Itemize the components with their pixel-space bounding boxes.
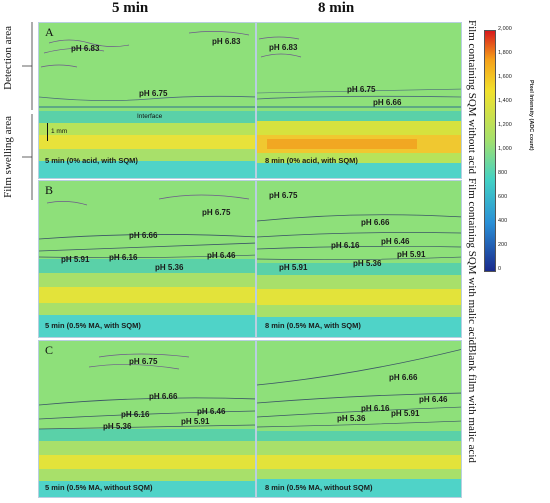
scale-bar-label: 1 mm (51, 128, 68, 135)
ph-label: pH 5.36 (353, 259, 382, 268)
column-header-8min: 8 min (318, 0, 355, 16)
ph-label: pH 6.46 (207, 251, 236, 260)
ph-label: pH 6.16 (331, 241, 360, 250)
ph-label: pH 6.75 (202, 208, 231, 217)
interface-label: Interface (137, 113, 163, 120)
colorbar-tick-label: 0 (498, 266, 502, 272)
detection-area-label: Detection area (2, 26, 14, 90)
right-label-panel-c: Blank film with malic acid (466, 345, 478, 463)
panel-a-8min: pH 6.83 pH 6.75 pH 6.66 8 min (0% acid, … (256, 22, 462, 179)
ph-label: pH 6.75 (347, 85, 376, 94)
ph-label: pH 6.83 (212, 37, 241, 46)
colorbar-tick-label: 1,400 (498, 98, 512, 104)
ph-label: pH 6.75 (269, 191, 298, 200)
column-header-5min: 5 min (112, 0, 149, 16)
ph-label: pH 6.16 (361, 404, 390, 413)
ph-label: pH 5.91 (61, 255, 90, 264)
panel-caption: 8 min (0% acid, with SQM) (265, 156, 358, 165)
panel-caption: 8 min (0.5% MA, with SQM) (265, 321, 361, 330)
panel-b-letter: B (45, 183, 54, 197)
colorbar-tick-label: 800 (498, 170, 508, 176)
colorbar-tick-label: 400 (498, 218, 508, 224)
colorbar-tick-label: 600 (498, 194, 508, 200)
panel-caption: 8 min (0.5% MA, without SQM) (265, 483, 373, 492)
panel-caption: 5 min (0.5% MA, without SQM) (45, 483, 153, 492)
panel-b-5min: B pH 6.75 pH 6.66 pH 5.91 pH 6.16 pH 6.4… (38, 180, 256, 338)
right-label-panel-b: Film containing SQM with malic acid (466, 178, 478, 346)
colorbar-tick-label: 2,000 (498, 26, 512, 32)
ph-label: pH 6.46 (419, 395, 448, 404)
ph-label: pH 6.66 (389, 373, 418, 382)
panel-c-8min: pH 6.66 pH 6.46 pH 6.16 pH 5.36 pH 5.91 … (256, 340, 462, 498)
ph-label: pH 6.16 (109, 253, 138, 262)
ph-label: pH 6.46 (197, 407, 226, 416)
colorbar-tick-label: 200 (498, 242, 508, 248)
ph-label: pH 6.66 (149, 392, 178, 401)
ph-label: pH 6.46 (381, 237, 410, 246)
ph-label: pH 6.75 (129, 357, 158, 366)
panel-caption: 5 min (0% acid, with SQM) (45, 156, 138, 165)
right-label-panel-a: Film containing SQM without acid (466, 20, 478, 174)
panel-c-letter: C (45, 343, 54, 357)
ph-label: pH 6.16 (121, 410, 150, 419)
ph-label: pH 6.75 (139, 89, 168, 98)
colorbar-tick-label: 1,800 (498, 50, 512, 56)
panel-b-8min: pH 6.75 pH 6.66 pH 6.16 pH 6.46 pH 5.91 … (256, 180, 462, 338)
ph-label: pH 6.66 (373, 98, 402, 107)
ph-label: pH 5.91 (391, 409, 420, 418)
ph-label: pH 6.66 (361, 218, 390, 227)
ph-label: pH 6.83 (71, 44, 100, 53)
colorbar (484, 30, 496, 272)
panel-a-5min: A pH 6.83 pH 6.83 pH 6.75 Interface 1 mm… (38, 22, 256, 179)
scale-bar (47, 123, 48, 141)
colorbar-tick-label: 1,200 (498, 122, 512, 128)
ph-label: pH 5.91 (181, 417, 210, 426)
left-brackets (22, 22, 33, 200)
film-swelling-area-label: Film swelling area (2, 116, 14, 198)
panel-c-5min: C pH 6.75 pH 6.66 pH 6.16 pH 6.46 pH 5.3… (38, 340, 256, 498)
ph-label: pH 5.91 (397, 250, 426, 259)
panel-a-letter: A (45, 25, 54, 39)
ph-label: pH 5.91 (279, 263, 308, 272)
colorbar-title: Pixel Intensity (ADC count) (528, 80, 534, 151)
panel-caption: 5 min (0.5% MA, with SQM) (45, 321, 141, 330)
ph-label: pH 5.36 (103, 422, 132, 431)
colorbar-tick-label: 1,000 (498, 146, 512, 152)
ph-label: pH 6.66 (129, 231, 158, 240)
ph-label: pH 5.36 (337, 414, 366, 423)
ph-label: pH 5.36 (155, 263, 184, 272)
colorbar-tick-label: 1,600 (498, 74, 512, 80)
ph-label: pH 6.83 (269, 43, 298, 52)
